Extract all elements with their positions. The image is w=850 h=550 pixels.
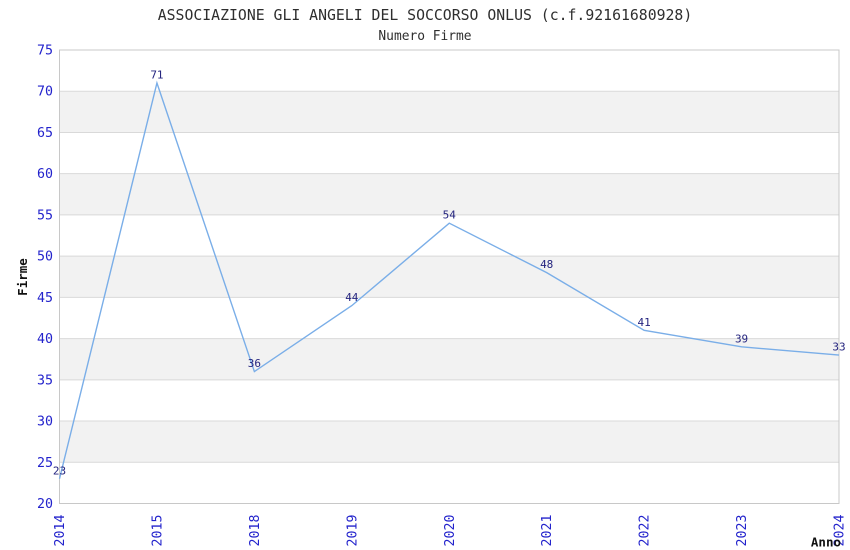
x-tick-label: 2022 [638, 514, 653, 546]
y-tick-label: 50 [37, 250, 53, 265]
y-tick-label: 30 [37, 415, 53, 430]
data-line [58, 80, 840, 479]
data-point-label: 71 [150, 68, 163, 81]
grid-band [59, 91, 839, 133]
x-tick-label: 2015 [150, 514, 165, 546]
chart-title: ASSOCIAZIONE GLI ANGELI DEL SOCCORSO ONL… [158, 7, 693, 24]
y-tick-label: 40 [37, 332, 53, 347]
y-tick-label: 70 [37, 85, 53, 100]
y-tick-label: 60 [37, 167, 53, 182]
y-tick-label: 35 [37, 373, 53, 388]
chart-subtitle: Numero Firme [378, 29, 471, 44]
gridlines [59, 90, 839, 463]
y-axis-title: Firme [15, 258, 30, 296]
x-tick-label: 2014 [53, 514, 68, 546]
x-tick-label: 2021 [540, 514, 555, 546]
y-tick-label: 20 [37, 497, 53, 512]
grid-band [59, 338, 839, 380]
data-point-labels: 23 71 36 44 54 48 41 39 33 [53, 68, 846, 477]
data-point-label: 44 [345, 291, 359, 304]
plot-border [59, 49, 840, 504]
data-point-label: 33 [832, 341, 845, 354]
y-axis-tick-labels: 20 25 30 35 40 45 50 55 60 65 70 75 [37, 44, 53, 513]
y-tick-label: 25 [37, 456, 53, 471]
data-point-label: 54 [443, 209, 457, 222]
data-point-label: 48 [540, 258, 553, 271]
grid-band [59, 421, 839, 463]
y-tick-label: 45 [37, 291, 53, 306]
data-point-label: 23 [53, 464, 66, 477]
data-series [58, 80, 840, 479]
y-tick-label: 65 [37, 126, 53, 141]
x-axis-title: Anno [811, 535, 841, 550]
y-tick-label: 55 [37, 208, 53, 223]
y-tick-label: 75 [37, 44, 53, 59]
grid-bands [59, 91, 839, 463]
data-point-label: 36 [248, 357, 261, 370]
data-point-label: 39 [735, 332, 748, 345]
grid-band [59, 256, 839, 298]
x-tick-label: 2018 [248, 514, 263, 546]
x-tick-label: 2023 [735, 514, 750, 546]
x-tick-label: 2019 [345, 514, 360, 546]
data-point-label: 41 [638, 316, 651, 329]
x-axis-tick-labels: 2014 2015 2018 2019 2020 2021 2022 2023 2024 [53, 514, 848, 546]
x-tick-label: 2020 [443, 514, 458, 546]
x-tick-label: 2024 [833, 514, 848, 546]
